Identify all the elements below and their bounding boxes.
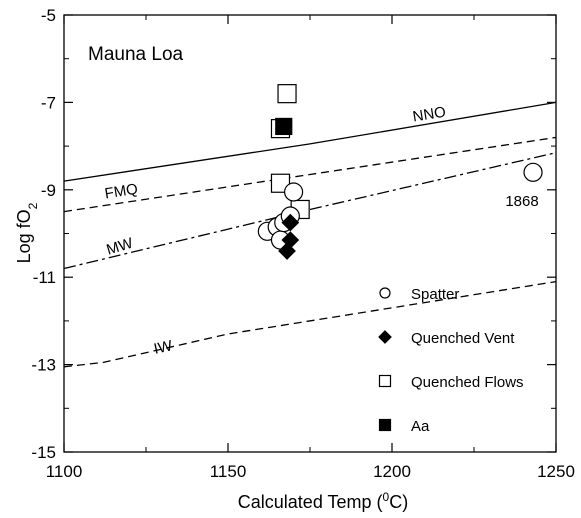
y-tick-label: -9 [41, 181, 56, 200]
legend-label: Quenched Vent [411, 330, 515, 347]
legend-marker-quenched-flows [378, 374, 392, 388]
point-spatter [523, 162, 543, 182]
point-quenched-vent [281, 213, 300, 232]
buffer-label-nno: NNO [411, 104, 447, 126]
tick-labels: 1100 1150 1200 1250 -15 -13 -11 -9 -7 -5 [31, 6, 574, 481]
chart-title: Mauna Loa [88, 44, 184, 65]
y-tick-label: -13 [31, 356, 56, 375]
buffer-label-fmq: FMQ [104, 181, 140, 203]
point-quenched-flows [270, 173, 291, 193]
buffer-label-mw: MW [104, 234, 135, 258]
y-axis-title: Log fO2 [14, 202, 40, 263]
axis-ticks [63, 14, 557, 453]
point-quenched-vent [278, 242, 296, 260]
legend: Spatter Quenched Vent Quenched Flows Aa [378, 286, 524, 435]
buffer-curve-mw [63, 152, 557, 270]
legend-label: Spatter [411, 286, 459, 303]
data-points [257, 84, 543, 260]
buffer-curve-fmq [63, 136, 557, 213]
legend-marker-quenched-vent [378, 330, 392, 344]
x-tick-label: 1250 [537, 462, 575, 481]
legend-label: Aa [411, 418, 430, 435]
buffer-curve-iw [63, 280, 557, 368]
point-label-1868: 1868 [505, 193, 538, 210]
y-tick-label: -11 [33, 268, 56, 287]
point-aa [275, 117, 293, 136]
buffer-curve-nno [63, 101, 557, 182]
legend-marker-aa [378, 418, 392, 432]
x-axis-title: Calculated Temp (0C) [238, 490, 408, 512]
buffer-curves [63, 101, 557, 368]
x-tick-label: 1200 [373, 462, 411, 481]
buffer-label-iw: IW [152, 337, 174, 358]
x-tick-label: 1100 [46, 462, 83, 481]
legend-label: Quenched Flows [411, 374, 524, 391]
x-tick-label: 1150 [210, 462, 247, 481]
y-tick-label: -7 [41, 93, 56, 112]
y-tick-label: -15 [31, 443, 56, 462]
point-spatter [284, 182, 304, 202]
legend-marker-spatter [379, 287, 391, 299]
y-tick-label: -5 [41, 6, 56, 25]
point-quenched-flows [277, 84, 297, 104]
